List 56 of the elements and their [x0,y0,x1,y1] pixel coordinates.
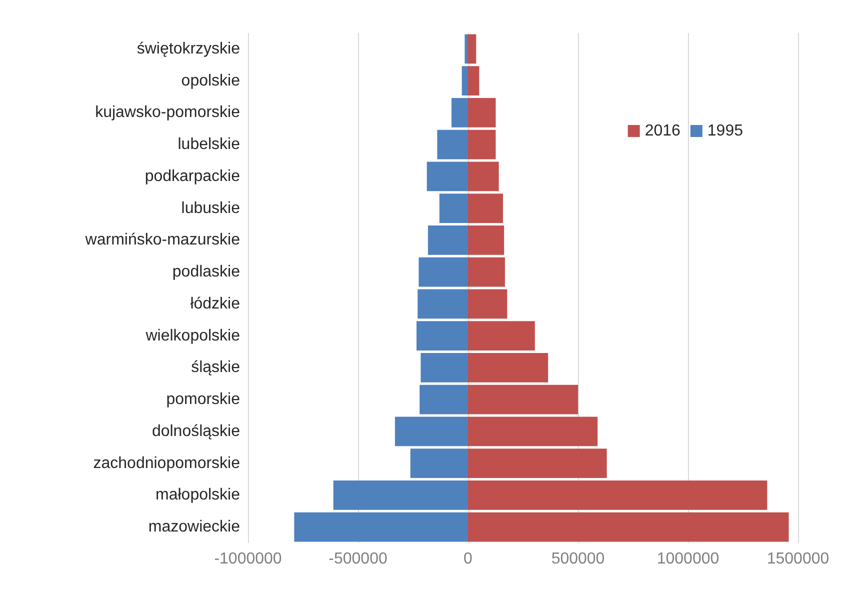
bar [439,194,468,223]
y-tick-label: zachodniopomorskie [93,454,240,472]
y-tick-label: śląskie [191,359,240,376]
y-tick-label: lubelskie [178,136,240,154]
bar [468,257,505,287]
bar [468,480,768,510]
x-tick-label: -500000 [328,550,388,568]
y-tick-label: podlaskie [172,264,240,281]
y-tick-label: łódzkie [190,295,240,312]
bar [333,480,468,510]
bar [468,289,508,319]
bar [416,321,468,350]
legend-label: 2016 [644,122,681,140]
y-tick-label: podkarpackie [144,168,240,185]
bar [452,98,468,128]
bar [468,130,496,160]
bar [418,289,468,319]
bar [468,321,535,350]
x-tick-label: 1000000 [656,550,720,568]
y-tick-label: dolnośląskie [152,422,240,440]
y-tick-label: warmińsko-mazurskie [84,232,240,249]
x-tick-label: 0 [464,550,473,568]
y-tick-label: opolskie [181,72,240,90]
bar [420,353,468,382]
x-tick-label: 1500000 [766,550,830,568]
legend-label: 1995 [707,122,744,140]
x-tick-label: -1000000 [214,550,282,568]
bar [426,162,468,192]
bar [437,130,468,160]
bar [428,226,468,255]
y-tick-label: świętokrzyskie [136,40,240,58]
bar [468,162,499,192]
y-tick-label: małopolskie [156,486,240,504]
bar [410,448,468,478]
bar [468,194,503,223]
bar [468,353,548,382]
y-tick-label: lubuskie [181,200,240,217]
bar [468,448,607,478]
bar [418,257,468,287]
y-tick-label: mazowieckie [148,518,240,536]
y-tick-label: wielkopolskie [144,327,240,344]
x-tick-label: 500000 [551,550,605,568]
bar [468,416,598,446]
y-tick-label: pomorskie [166,391,240,408]
bar [420,384,468,414]
bar [468,98,496,128]
bar [468,512,789,542]
bar [294,512,468,542]
bar [468,226,504,255]
bar [394,416,468,446]
bar [468,66,480,96]
y-tick-label: kujawsko-pomorskie [95,104,240,122]
bar [468,34,476,64]
bar [462,66,468,96]
bar [468,384,578,414]
bar [464,34,468,64]
